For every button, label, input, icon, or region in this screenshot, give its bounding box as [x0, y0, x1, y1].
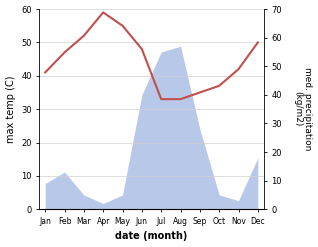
Y-axis label: max temp (C): max temp (C): [5, 75, 16, 143]
Y-axis label: med. precipitation
(kg/m2): med. precipitation (kg/m2): [293, 67, 313, 151]
X-axis label: date (month): date (month): [115, 231, 188, 242]
